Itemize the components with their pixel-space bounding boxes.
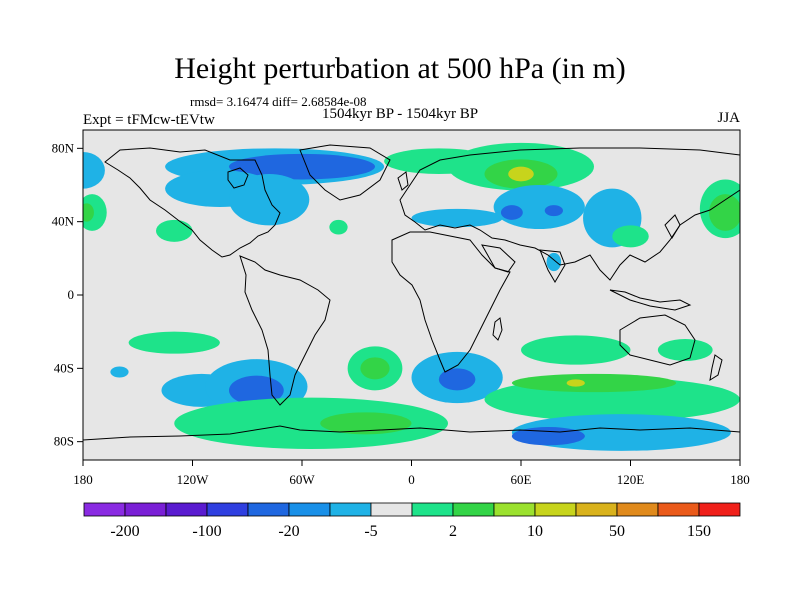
contour-region-8 [329, 219, 348, 235]
lat-tick-label-3: 40S [54, 360, 74, 375]
lat-tick-label-2: 0 [68, 287, 75, 302]
contour-region-1 [229, 153, 375, 180]
colorbar-swatch-13 [616, 502, 659, 517]
contour-region-7 [156, 219, 193, 242]
coast-madagascar [492, 317, 503, 341]
coast-arabia [481, 244, 516, 273]
contour-fields [83, 142, 740, 451]
colorbar-label-0: -200 [110, 523, 139, 540]
map-axes: 80N 40N 0 40S 80S 180 120W 60W 0 60E 120E 180 [52, 140, 750, 487]
coast-uk [397, 171, 409, 191]
colorbar-label-4: 2 [449, 523, 457, 540]
colorbar-swatch-11 [534, 502, 577, 517]
contour-region-5 [83, 194, 107, 231]
colorbar-swatch-2 [165, 502, 208, 517]
colorbar-label-2: -20 [278, 523, 299, 540]
coast-north-america [104, 147, 281, 258]
colorbar-swatch-7 [370, 502, 413, 517]
coast-japan [664, 214, 681, 240]
lon-tick-label-2: 60W [289, 472, 315, 487]
contour-region-33 [521, 335, 631, 365]
lon-tick-label-6: 180 [730, 472, 750, 487]
season-label: JJA [717, 110, 740, 126]
colorbar-swatch-1 [124, 502, 167, 517]
colorbar-label-3: -5 [364, 523, 377, 540]
lat-tick-label-4: 80S [54, 434, 74, 449]
contour-region-34 [657, 339, 713, 361]
contour-region-12 [508, 166, 534, 182]
contour-region-18 [612, 225, 649, 248]
colorbar-label-7: 150 [687, 523, 711, 540]
coast-eurasia [399, 147, 740, 281]
coast-south-america [239, 255, 331, 406]
contour-region-6 [83, 203, 94, 222]
colorbar-swatch-12 [575, 502, 618, 517]
coast-india [539, 249, 566, 283]
contour-region-4 [83, 152, 105, 189]
colorbar-label-6: 50 [609, 523, 625, 540]
contour-region-30 [438, 368, 476, 391]
colorbar-swatch-0 [83, 502, 126, 517]
lat-tick-label-1: 40N [52, 214, 75, 229]
colorbar-swatch-14 [657, 502, 700, 517]
contour-region-16 [544, 205, 563, 217]
contour-region-15 [500, 205, 523, 220]
colorbar-swatch-3 [206, 502, 249, 517]
colorbar-label-1: -100 [192, 523, 221, 540]
colorbar-label-5: 10 [527, 523, 543, 540]
contour-region-26 [229, 375, 284, 406]
colorbar-swatch-4 [247, 502, 290, 517]
contour-region-13 [411, 208, 503, 228]
figure-title: Height perturbation at 500 hPa (in m) [174, 52, 626, 85]
lon-tick-label-5: 120E [617, 472, 645, 487]
lon-tick-label-1: 120W [177, 472, 210, 487]
colorbar: -200 -100 -20 -5 2 10 50 150 [83, 502, 741, 540]
contour-region-32 [320, 412, 412, 435]
coast-indonesia [609, 289, 692, 311]
contour-region-28 [360, 357, 390, 380]
colorbar-swatch-9 [452, 502, 495, 517]
contour-region-36 [511, 373, 677, 393]
coast-antarctica [83, 425, 740, 441]
stats-label: rmsd= 3.16474 diff= 2.68584e-08 [190, 94, 367, 109]
lon-tick-label-4: 60E [511, 472, 532, 487]
coast-new-zealand [709, 354, 723, 382]
lon-tick-label-3: 0 [408, 472, 415, 487]
contour-region-31 [174, 397, 448, 450]
coast-greenland [299, 144, 391, 201]
period-label: 1504kyr BP - 1504kyr BP [322, 106, 479, 122]
coast-africa [391, 231, 511, 373]
coast-hudson-bay [227, 167, 249, 189]
experiment-label: Expt = tFMcw-tEVtw [83, 112, 215, 128]
colorbar-swatch-8 [411, 502, 454, 517]
lon-tick-label-0: 180 [73, 472, 93, 487]
colorbar-swatch-5 [288, 502, 331, 517]
contour-region-37 [566, 379, 585, 387]
colorbar-swatch-6 [329, 502, 372, 517]
lat-tick-label-0: 80N [52, 140, 75, 155]
coastlines [83, 144, 740, 441]
colorbar-swatch-15 [698, 502, 741, 517]
contour-region-20 [708, 194, 740, 231]
contour-region-22 [128, 331, 220, 354]
colorbar-swatch-10 [493, 502, 536, 517]
contour-region-23 [110, 366, 129, 378]
coast-australia [619, 314, 696, 366]
